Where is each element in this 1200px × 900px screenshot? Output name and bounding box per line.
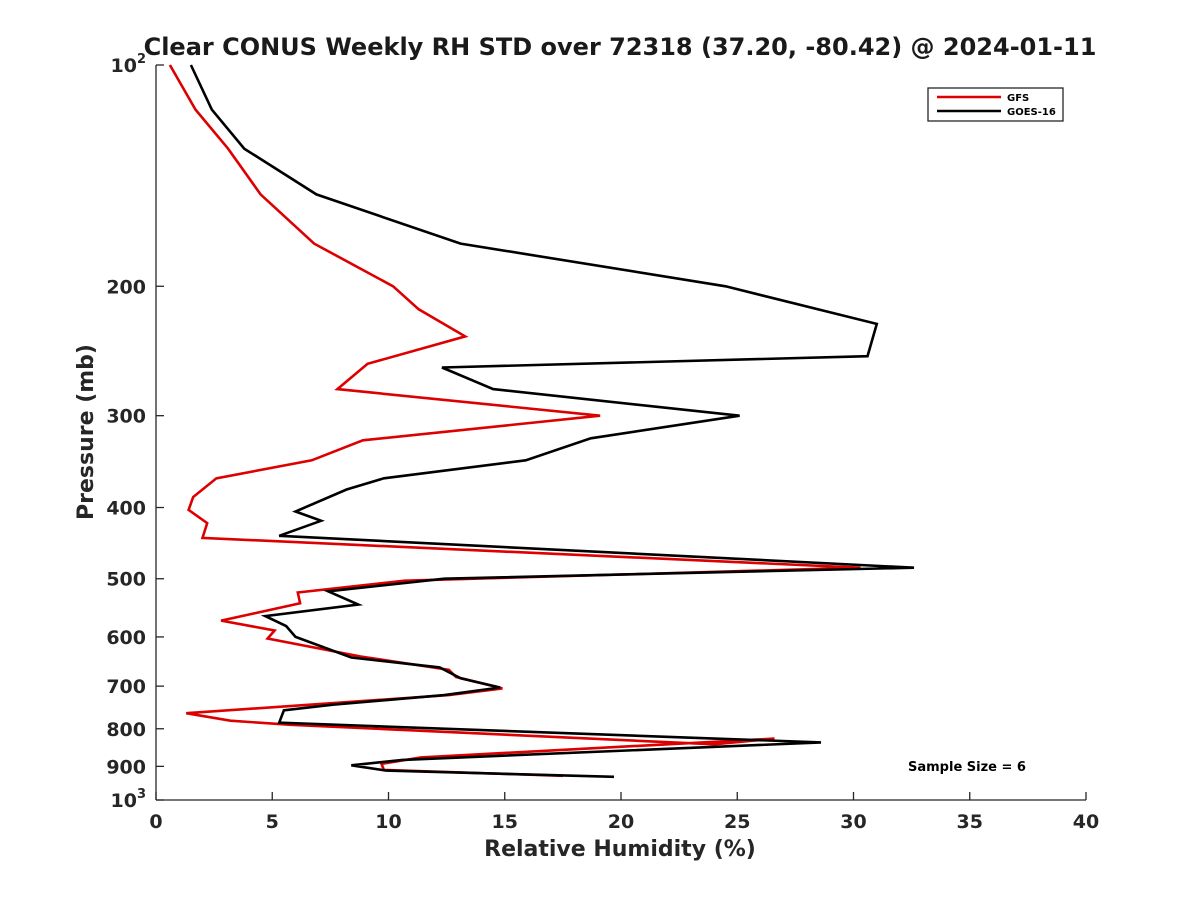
chart-title: Clear CONUS Weekly RH STD over 72318 (37…	[144, 33, 1097, 61]
legend: GFS GOES-16	[927, 87, 1064, 122]
sample-size-annotation: Sample Size = 6	[908, 760, 1026, 775]
legend-label: GFS	[1007, 93, 1029, 104]
x-tick-label: 10	[375, 811, 401, 833]
y-tick-label: 900	[106, 756, 146, 778]
y-tick-label: 200	[106, 276, 146, 298]
legend-label: GOES-16	[1007, 107, 1056, 118]
x-tick-label: 0	[149, 811, 162, 833]
y-tick-label: 700	[106, 676, 146, 698]
y-tick-label: 103	[111, 787, 147, 812]
x-axis-label: Relative Humidity (%)	[484, 837, 756, 862]
series-line-gfs	[168, 64, 861, 778]
y-tick-base: 10	[111, 55, 137, 77]
y-tick-label: 102	[111, 52, 147, 77]
y-tick-base: 10	[111, 790, 137, 812]
x-tick-label: 20	[608, 811, 634, 833]
y-tick-label: 600	[106, 627, 146, 649]
x-tick-label: 5	[266, 811, 279, 833]
y-axis-label: Pressure (mb)	[74, 344, 99, 520]
y-tick-exponent: 2	[137, 52, 146, 67]
x-axis-ticks: 0 5 10 15 20 25 30 35 40	[149, 792, 1099, 833]
series-line-goes-16	[189, 64, 915, 779]
y-tick-label: 300	[106, 406, 146, 428]
x-tick-label: 15	[492, 811, 518, 833]
y-tick-label: 400	[106, 498, 146, 520]
legend-box	[927, 87, 1064, 122]
y-tick-label: 500	[106, 569, 146, 591]
series-lines	[168, 64, 915, 779]
x-tick-label: 25	[724, 811, 750, 833]
y-tick-exponent: 3	[137, 787, 146, 802]
y-tick-label: 800	[106, 719, 146, 741]
x-tick-label: 40	[1073, 811, 1099, 833]
x-tick-label: 35	[957, 811, 983, 833]
x-tick-label: 30	[840, 811, 866, 833]
